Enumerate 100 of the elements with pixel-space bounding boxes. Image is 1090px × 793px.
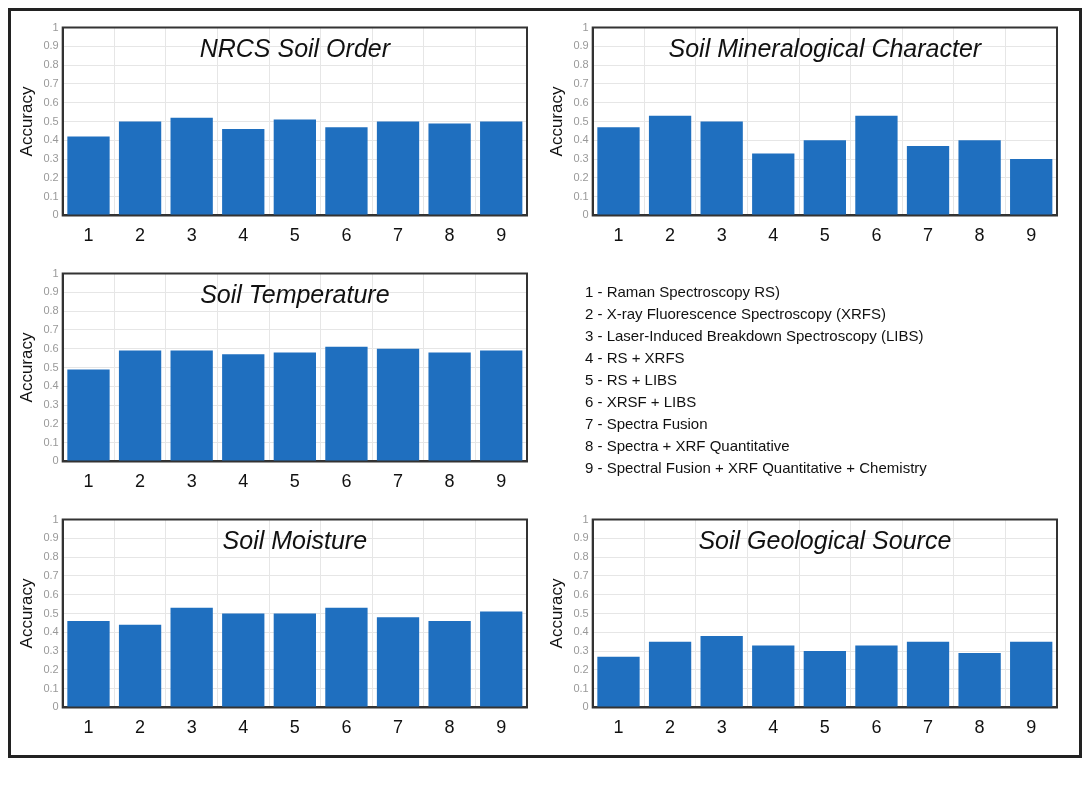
bar <box>480 121 523 215</box>
bar <box>67 369 110 461</box>
x-tick-label: 4 <box>238 225 249 246</box>
y-tick-label: 0.7 <box>573 76 589 89</box>
y-tick-label: 0.7 <box>573 568 589 581</box>
x-tick-label: 6 <box>871 225 882 246</box>
y-tick-label: 0.9 <box>43 39 59 52</box>
text: 1 - Raman Spectroscopy RS) <box>585 282 782 302</box>
bar <box>700 121 743 215</box>
x-tick-label: 8 <box>444 471 455 492</box>
bar <box>906 641 950 707</box>
text: 8 - Spectra + XRF Quantitative <box>585 436 791 456</box>
y-tick-label: 1 <box>52 512 59 525</box>
y-tick-label: 0.8 <box>573 58 589 71</box>
y-tick-label: 0 <box>582 208 589 221</box>
bar <box>273 352 316 461</box>
y-tick-label: 0.9 <box>573 531 589 544</box>
y-tick-label: 0.1 <box>573 189 589 202</box>
x-tick-label: 8 <box>974 225 985 246</box>
y-axis-title: Accuracy <box>16 86 36 157</box>
text: 4 - RS + XRFS <box>585 348 686 368</box>
y-tick-label: 0.2 <box>43 416 59 429</box>
bar <box>222 129 265 215</box>
bar <box>376 348 420 461</box>
x-tick-label: 5 <box>289 225 300 246</box>
y-tick-label: 0.5 <box>43 114 59 127</box>
bar <box>118 121 162 215</box>
y-tick-label: 0.1 <box>43 681 59 694</box>
y-tick-label: 0.4 <box>573 133 589 146</box>
x-tick-label: 7 <box>393 471 404 492</box>
bar <box>170 350 213 461</box>
y-tick-label: 0.6 <box>573 587 589 600</box>
x-tick-label: 5 <box>819 717 830 738</box>
text: 7 - Spectra Fusion <box>585 414 709 434</box>
y-tick-label: 0.5 <box>573 114 589 127</box>
x-tick-label: 7 <box>393 225 404 246</box>
x-tick-label: 2 <box>665 225 676 246</box>
x-tick-label: 8 <box>974 717 985 738</box>
y-axis-title: Accuracy <box>16 332 36 403</box>
y-tick-label: 1 <box>582 512 589 525</box>
text: 3 - Laser-Induced Breakdown Spectroscopy (LIBS) <box>585 326 925 346</box>
chart-title: Soil Moisture <box>222 526 368 555</box>
y-tick-label: 0.9 <box>573 39 589 52</box>
y-tick-label: 0.8 <box>573 550 589 563</box>
x-tick-label: 7 <box>923 225 934 246</box>
x-tick-label: 6 <box>871 717 882 738</box>
x-tick-label: 9 <box>1026 717 1037 738</box>
y-tick-label: 0.4 <box>43 379 59 392</box>
y-tick-label: 0.1 <box>43 435 59 448</box>
y-tick-label: 0 <box>52 454 59 467</box>
y-tick-label: 0.8 <box>43 58 59 71</box>
y-tick-label: 0.3 <box>43 644 59 657</box>
x-tick-label: 7 <box>923 717 934 738</box>
y-tick-label: 0 <box>52 208 59 221</box>
y-tick-label: 0.2 <box>573 170 589 183</box>
bar <box>118 350 162 461</box>
x-tick-label: 6 <box>341 225 352 246</box>
x-tick-label: 4 <box>238 471 249 492</box>
x-tick-label: 9 <box>496 717 507 738</box>
x-tick-label: 4 <box>238 717 249 738</box>
y-tick-label: 0.6 <box>573 95 589 108</box>
x-tick-label: 3 <box>716 225 727 246</box>
text: 5 - RS + LIBS <box>585 370 679 390</box>
bar <box>958 140 1001 215</box>
bar <box>273 119 316 215</box>
x-tick-label: 3 <box>186 717 197 738</box>
y-tick-label: 0.3 <box>43 398 59 411</box>
bar <box>170 117 213 215</box>
bar <box>597 656 640 707</box>
y-tick-label: 0.1 <box>573 681 589 694</box>
bar <box>906 145 950 215</box>
y-tick-label: 0.4 <box>573 625 589 638</box>
y-tick-label: 0.2 <box>43 662 59 675</box>
y-tick-label: 0.8 <box>43 304 59 317</box>
x-tick-label: 6 <box>341 471 352 492</box>
y-tick-label: 0.4 <box>43 625 59 638</box>
bar <box>67 136 110 215</box>
x-tick-label: 5 <box>819 225 830 246</box>
x-tick-label: 6 <box>341 717 352 738</box>
bar <box>325 346 368 461</box>
y-tick-label: 0.6 <box>43 341 59 354</box>
y-tick-label: 0.5 <box>573 606 589 619</box>
x-tick-label: 1 <box>613 717 624 738</box>
bar <box>480 350 523 461</box>
x-tick-label: 8 <box>444 717 455 738</box>
bar <box>428 123 471 215</box>
y-tick-label: 1 <box>52 266 59 279</box>
text: 9 - Spectral Fusion + XRF Quantitative + Chemistry <box>585 458 928 478</box>
y-tick-label: 0 <box>52 700 59 713</box>
bar <box>376 121 420 215</box>
x-tick-label: 3 <box>186 225 197 246</box>
text: 2 - X-ray Fluorescence Spectroscopy (XRFS) <box>585 304 887 324</box>
x-tick-label: 3 <box>186 471 197 492</box>
bar <box>1010 159 1053 215</box>
text: 6 - XRSF + LIBS <box>585 392 698 412</box>
y-tick-label: 0.5 <box>43 606 59 619</box>
bar <box>803 651 846 707</box>
x-tick-label: 9 <box>496 471 507 492</box>
bar <box>648 641 692 707</box>
x-tick-label: 2 <box>135 471 146 492</box>
